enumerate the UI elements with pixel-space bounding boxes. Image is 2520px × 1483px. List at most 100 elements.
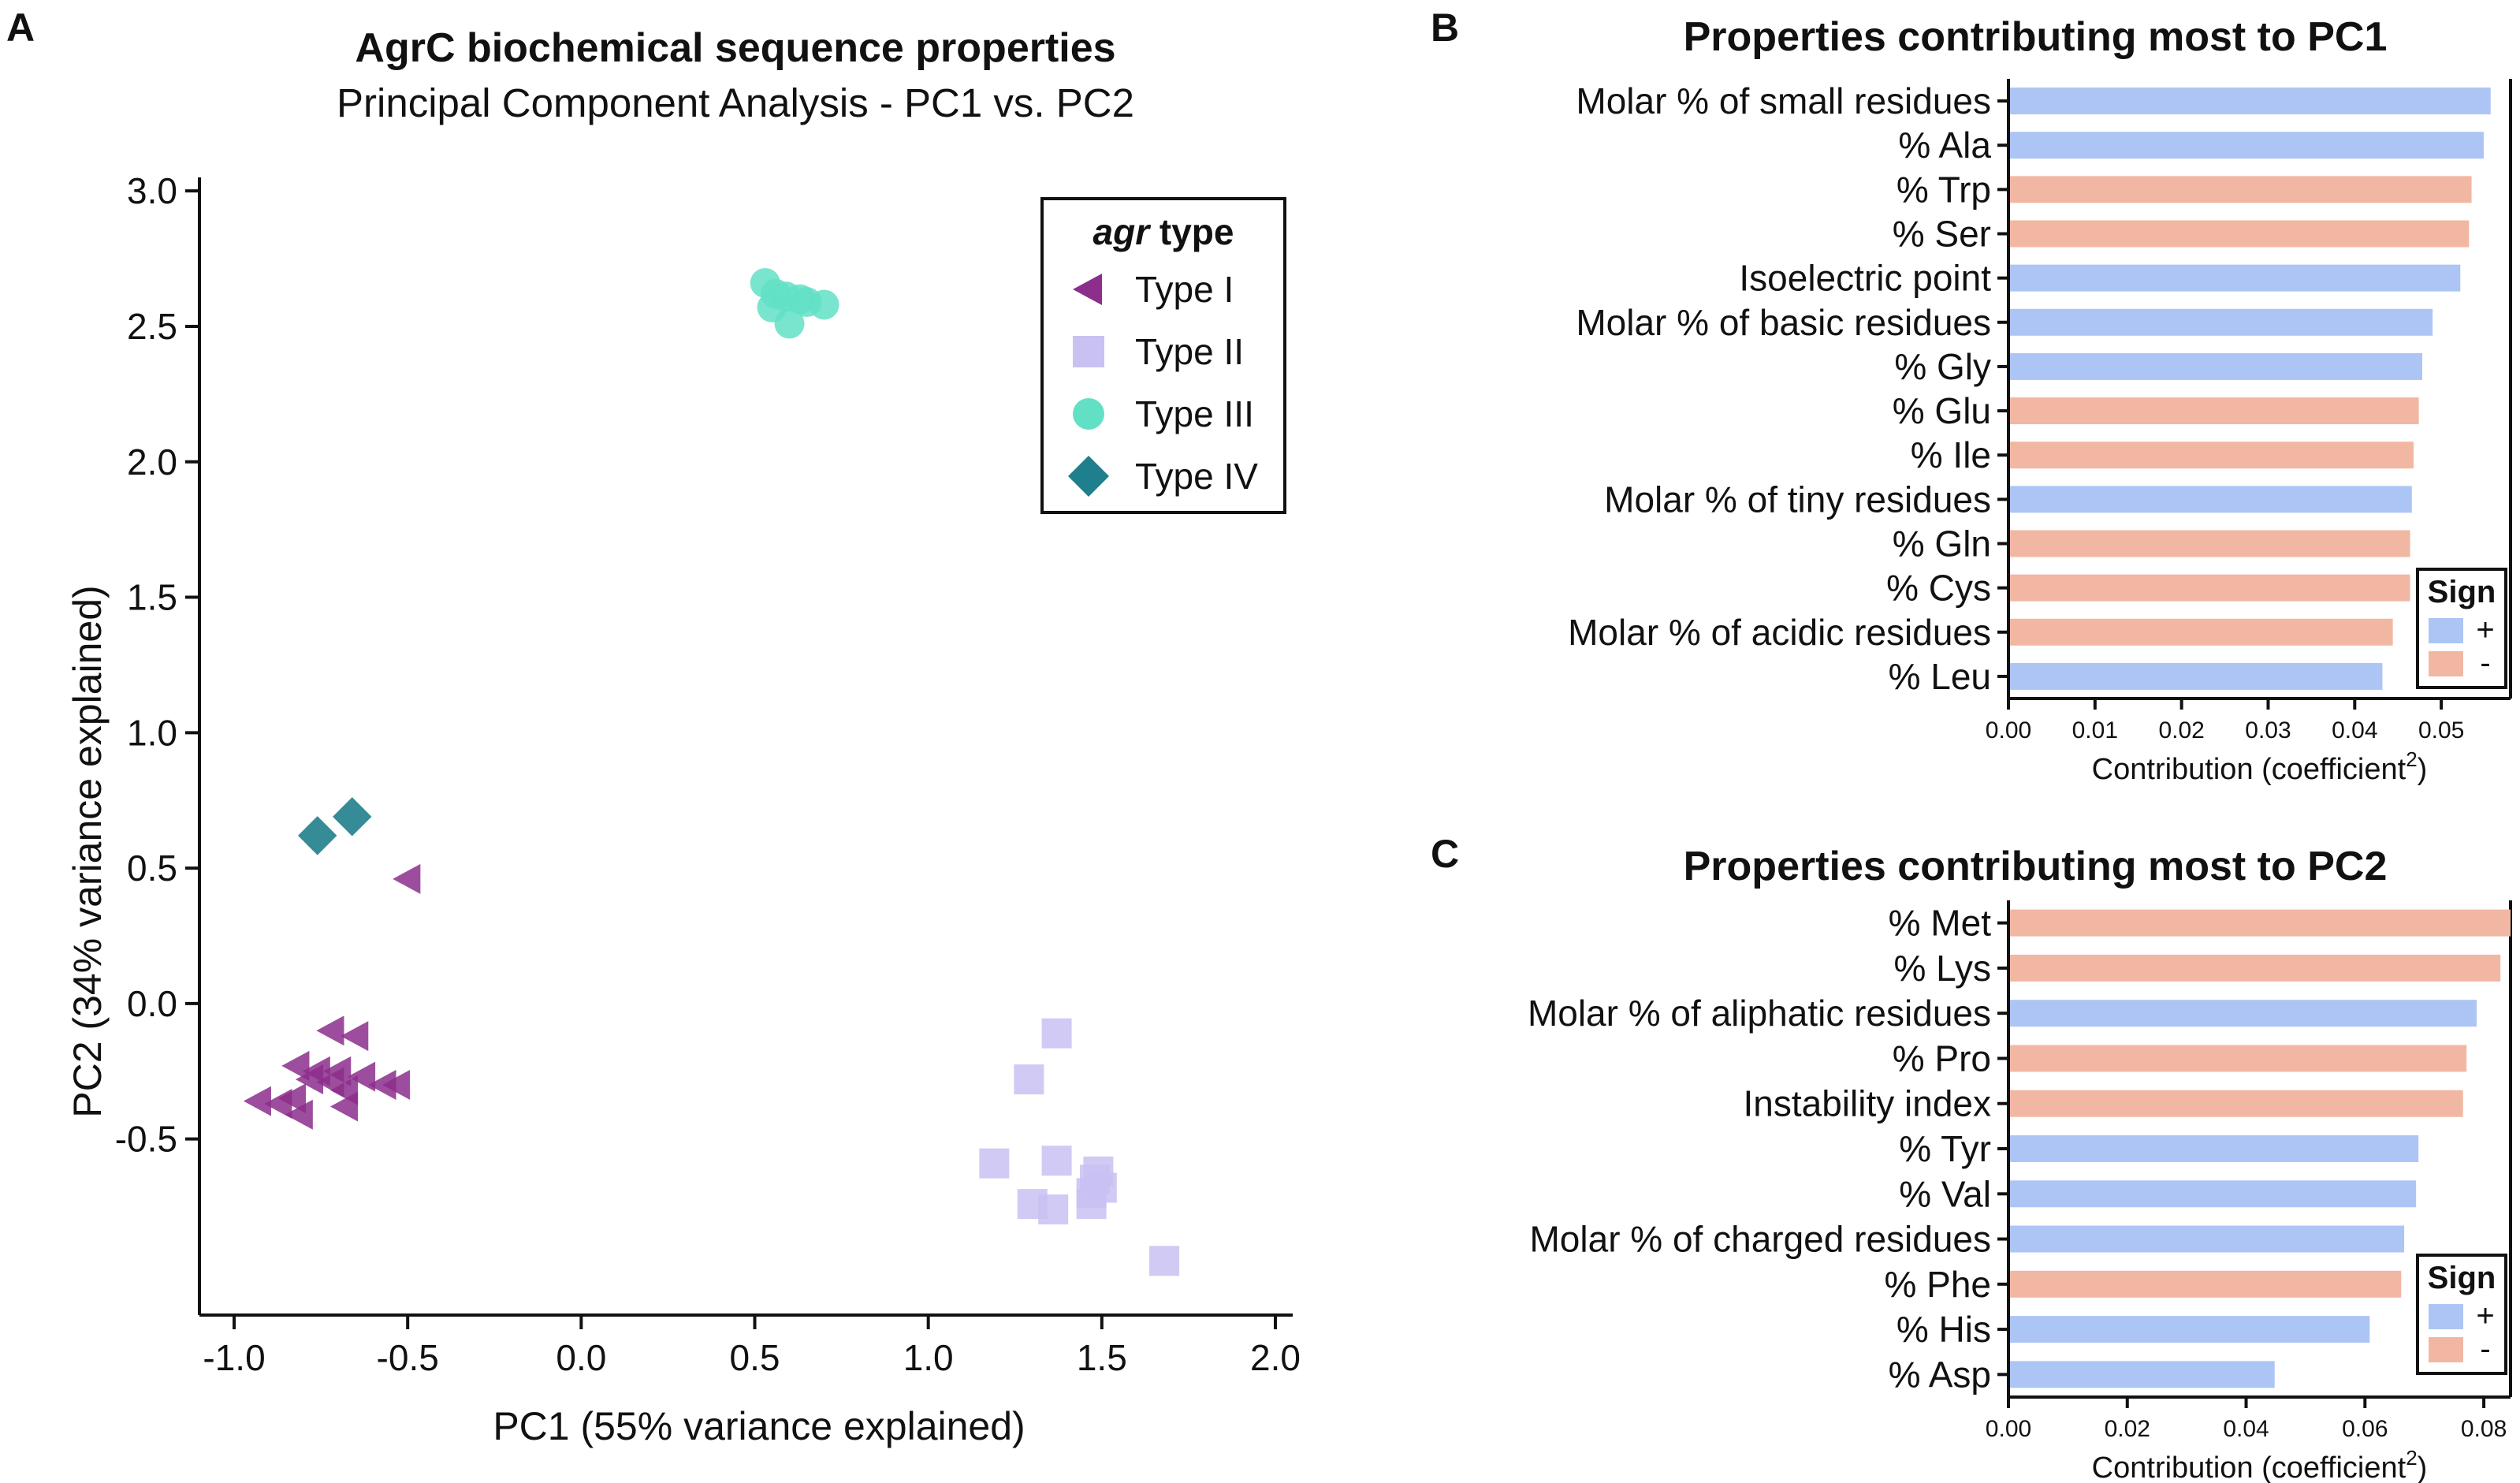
legend-entries: Type I Type II Type III Type IV <box>1068 269 1258 497</box>
bar <box>2010 88 2491 115</box>
bar <box>2010 442 2414 469</box>
x-tick-label: -1.0 <box>203 1337 265 1378</box>
y-axis-label: PC2 (34% variance explained) <box>65 585 110 1117</box>
sign-legend-entry: - <box>2480 1332 2490 1366</box>
data-point-type-iv <box>298 816 337 855</box>
category-label: Isoelectric point <box>1739 258 1991 299</box>
x-tick-label: 1.5 <box>1077 1337 1127 1378</box>
sign-legend-swatch-positive <box>2429 618 2463 643</box>
x-axis-label: Contribution (coefficient2) <box>2092 747 2428 786</box>
x-axis-label-superscript: 2 <box>2406 1446 2417 1470</box>
data-point-type-iv <box>333 797 372 837</box>
x-axis-label-text: Contribution (coefficient <box>2092 753 2406 786</box>
legend-entry-label: Type III <box>1135 393 1254 434</box>
category-label: % Pro <box>1893 1038 1991 1079</box>
x-tick-label: 2.0 <box>1250 1337 1301 1378</box>
sign-legend-swatch-negative <box>2429 651 2463 676</box>
data-point-type-i <box>281 1050 310 1081</box>
bar <box>2010 662 2383 690</box>
legend-entry-label: Type IV <box>1135 456 1258 497</box>
data-point-type-i <box>393 863 421 894</box>
legend-marker-type-iii <box>1073 398 1104 430</box>
x-tick-label: 0.00 <box>1986 717 2031 743</box>
panel-a-scatter: A AgrC biochemical sequence properties P… <box>6 6 1301 1448</box>
bar <box>2010 1135 2419 1162</box>
category-label: % Glu <box>1893 390 1991 431</box>
x-ticks: -1.0 -0.5 0.0 0.5 1.0 1.5 2.0 <box>203 1315 1301 1378</box>
x-axis-label: Contribution (coefficient2) <box>2092 1446 2428 1483</box>
bar <box>2010 530 2410 557</box>
x-tick-label: 1.0 <box>903 1337 954 1378</box>
data-point-type-ii <box>1076 1189 1107 1220</box>
legend-entry-label: Type II <box>1135 331 1244 372</box>
y-tick-label: 2.0 <box>127 442 177 483</box>
category-label: % Ala <box>1898 125 1991 166</box>
data-point-type-ii <box>1041 1018 1072 1049</box>
y-tick-label: 0.0 <box>127 983 177 1024</box>
bar <box>2010 1045 2467 1072</box>
data-point-type-iii <box>774 308 805 339</box>
legend-title: agr type <box>1093 211 1234 252</box>
panel-b-bar-chart: B Properties contributing most to PC1 Mo… <box>1431 6 2512 786</box>
category-label: Instability index <box>1744 1083 1992 1124</box>
category-label: % His <box>1897 1309 1991 1350</box>
x-tick-label: 0.05 <box>2418 717 2464 743</box>
y-tick-label: 3.0 <box>127 170 177 211</box>
x-axis-label-end: ) <box>2418 1451 2428 1483</box>
category-label: % Gln <box>1893 524 1991 565</box>
data-point-type-i <box>347 1061 376 1092</box>
x-tick-label: 0.00 <box>1986 1416 2031 1442</box>
legend-title-rest: type <box>1149 211 1234 252</box>
legend: agr type Type I Type II Type III Type IV <box>1040 197 1286 514</box>
category-label: Molar % of charged residues <box>1529 1219 1991 1260</box>
legend-marker-type-ii <box>1073 336 1104 367</box>
category-label: % Ile <box>1911 434 1991 475</box>
y-tick-label: 1.5 <box>127 577 177 618</box>
bar <box>2010 220 2470 248</box>
data-point-type-i <box>295 1064 324 1095</box>
bar <box>2010 1270 2402 1298</box>
panel-b-plot: Molar % of small residues% Ala% Trp% Ser… <box>1568 79 2512 786</box>
bar <box>2010 1000 2477 1027</box>
x-tick-label: 0.06 <box>2342 1416 2388 1442</box>
sign-legend-entry: - <box>2480 646 2490 680</box>
bar <box>2010 574 2410 602</box>
data-point-type-i <box>368 1069 396 1100</box>
data-point-type-ii <box>1149 1246 1180 1276</box>
bar <box>2010 1316 2370 1343</box>
y-tick-label: -0.5 <box>115 1119 177 1160</box>
sign-legend-entry: + <box>2476 1299 2494 1333</box>
sign-legend: Sign +- <box>2416 1254 2507 1375</box>
x-tick-label: 0.03 <box>2245 717 2291 743</box>
bar <box>2010 397 2419 425</box>
panel-a-subtitle: Principal Component Analysis - PC1 vs. P… <box>337 80 1134 125</box>
x-axis-label-superscript: 2 <box>2406 747 2417 771</box>
scatter-points <box>243 267 1180 1276</box>
panel-a-label: A <box>6 6 35 50</box>
x-tick-label: 0.04 <box>2332 717 2377 743</box>
category-label: % Leu <box>1889 656 1991 697</box>
data-point-type-i <box>341 1021 369 1052</box>
legend-title-italic: agr <box>1093 211 1152 252</box>
category-label: % Val <box>1899 1173 1991 1214</box>
panel-c-label: C <box>1431 832 1459 876</box>
bar <box>2010 132 2484 159</box>
x-axis-label-end: ) <box>2418 753 2428 786</box>
category-label: % Trp <box>1897 169 1991 210</box>
category-label: % Lys <box>1893 948 1991 989</box>
data-point-type-i <box>329 1091 359 1122</box>
bar <box>2010 486 2412 513</box>
bar <box>2010 352 2422 380</box>
category-label: % Asp <box>1889 1354 1991 1395</box>
category-label: % Phe <box>1884 1264 1991 1305</box>
sign-legend-title: Sign <box>2428 575 2496 609</box>
x-tick-label: 0.02 <box>2105 1416 2150 1442</box>
y-tick-label: 1.0 <box>127 712 177 753</box>
data-point-type-ii <box>1038 1194 1069 1225</box>
y-tick-label: 2.5 <box>127 306 177 347</box>
x-tick-label: 0.0 <box>556 1337 606 1378</box>
x-tick-label: -0.5 <box>377 1337 439 1378</box>
x-tick-label: 0.08 <box>2461 1416 2507 1442</box>
